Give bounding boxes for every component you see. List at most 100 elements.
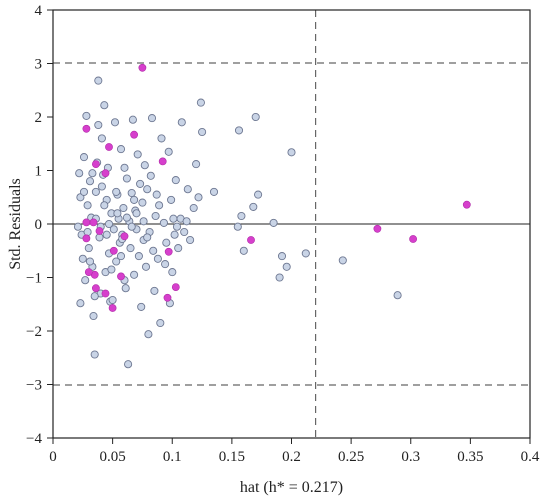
training-point: [153, 254, 162, 263]
test-point: [409, 235, 417, 243]
test-point: [138, 63, 147, 72]
training-point: [83, 227, 92, 237]
test-point: [82, 234, 91, 243]
x-tick-label: 0.2: [282, 449, 301, 465]
training-point: [209, 187, 219, 196]
training-point: [82, 111, 91, 120]
test-point: [82, 218, 91, 227]
training-point: [143, 233, 152, 242]
training-point: [180, 227, 189, 237]
training-point: [100, 101, 109, 110]
training-point: [124, 360, 133, 369]
training-point: [94, 76, 103, 85]
test-point: [373, 224, 382, 233]
y-axis-title: Std. Residuals: [7, 178, 24, 270]
training-point: [171, 176, 180, 185]
training-point: [94, 120, 103, 130]
training-point: [189, 203, 198, 213]
training-point: [83, 201, 92, 210]
training-point: [233, 222, 242, 231]
training-point: [146, 171, 155, 180]
training-point: [159, 218, 168, 227]
training-point: [78, 254, 87, 263]
x-tick-label: 0.1: [163, 449, 182, 465]
training-point: [169, 214, 178, 223]
test-point: [117, 272, 125, 281]
training-point: [157, 134, 166, 143]
training-point: [147, 114, 157, 123]
test-point: [120, 232, 129, 241]
training-point: [156, 318, 165, 328]
training-point: [120, 163, 129, 172]
training-point: [275, 273, 284, 282]
test-point: [101, 289, 110, 298]
training-point: [155, 201, 164, 210]
training-point: [90, 292, 99, 301]
training-point: [112, 257, 121, 266]
training-point: [161, 260, 170, 269]
training-point: [172, 222, 182, 231]
training-point: [85, 177, 95, 186]
training-point: [133, 150, 142, 159]
training-point: [109, 225, 118, 234]
training-point: [91, 187, 100, 196]
training-point: [130, 270, 139, 279]
training-point: [136, 179, 145, 188]
training-point: [237, 211, 246, 221]
training-point: [192, 160, 201, 169]
training-point: [97, 134, 106, 143]
training-point: [150, 286, 159, 295]
training-point: [151, 211, 160, 221]
training-points: [73, 76, 402, 369]
training-point: [287, 148, 296, 157]
training-point: [139, 217, 148, 226]
training-point: [75, 169, 84, 178]
test-point: [163, 293, 172, 302]
training-point: [132, 209, 141, 218]
training-point: [301, 249, 310, 258]
training-point: [73, 222, 83, 231]
training-point: [90, 350, 99, 359]
training-point: [137, 302, 146, 311]
training-point: [143, 185, 152, 194]
x-tick-label: 0.05: [100, 449, 126, 465]
training-point: [138, 198, 147, 207]
training-point: [130, 195, 139, 204]
x-axis-title: hat (h* = 0.217): [240, 479, 343, 496]
training-point: [167, 195, 176, 204]
training-point: [164, 147, 173, 156]
training-point: [152, 190, 161, 199]
test-point: [108, 304, 117, 312]
y-tick-label: −4: [26, 431, 42, 447]
test-point: [171, 283, 180, 291]
training-point: [186, 235, 195, 245]
training-point: [127, 188, 136, 198]
test-point: [109, 246, 118, 255]
test-point: [462, 200, 471, 209]
training-point: [177, 118, 186, 127]
test-point: [101, 169, 110, 178]
training-point: [108, 295, 117, 305]
x-tick-label: 0: [49, 449, 57, 465]
y-tick-label: −2: [26, 324, 42, 340]
training-point: [168, 268, 177, 277]
training-point: [282, 262, 291, 271]
test-point: [89, 218, 98, 227]
x-tick-label: 0.15: [219, 449, 245, 465]
training-point: [249, 202, 258, 211]
y-tick-label: 3: [35, 57, 43, 73]
training-point: [76, 299, 85, 308]
training-point: [182, 217, 191, 226]
training-point: [183, 185, 192, 194]
training-point: [88, 169, 97, 178]
training-point: [141, 262, 151, 271]
y-tick-label: 1: [35, 164, 43, 180]
x-tick-label: 0.35: [457, 449, 483, 465]
training-point: [269, 218, 278, 227]
test-point: [105, 143, 113, 151]
training-point: [122, 174, 131, 183]
training-point: [149, 246, 158, 255]
test-point: [164, 247, 173, 256]
test-point: [82, 124, 91, 133]
